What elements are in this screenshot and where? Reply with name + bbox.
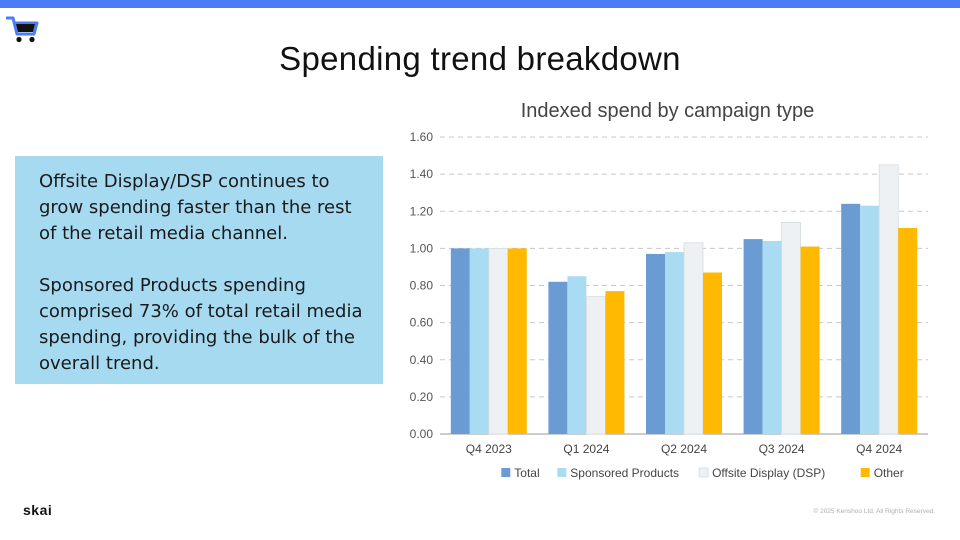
x-tick-label: Q4 2024 — [856, 442, 902, 456]
bar-offsite-display-dsp-q1-2024 — [585, 296, 606, 435]
y-tick-label: 1.60 — [410, 130, 434, 144]
y-tick-label: 1.40 — [410, 167, 434, 181]
insight-callout: Offsite Display/DSP continues to grow sp… — [15, 156, 383, 384]
y-tick-label: 0.00 — [410, 427, 434, 441]
bar-other-q4-2024 — [898, 227, 918, 434]
bar-sponsored-products-q1-2024 — [567, 276, 587, 434]
chart-title: Indexed spend by campaign type — [520, 100, 815, 122]
indexed-spend-bar-chart: 0.00 0.20 0.40 0.60 0.80 1.00 1.20 1.40 1.60 Q4 2… — [410, 130, 928, 480]
skai-logo: skai — [23, 502, 53, 518]
top-accent-bar — [0, 0, 960, 8]
bar-sponsored-products-q4-2024 — [860, 205, 880, 434]
y-tick-label: 0.60 — [410, 316, 434, 330]
copyright-notice: © 2025 Kenshoo Ltd. All Rights Reserved. — [813, 508, 935, 515]
y-tick-label: 1.20 — [410, 204, 434, 218]
bar-other-q1-2024 — [605, 291, 625, 434]
y-tick-label: 1.00 — [410, 241, 434, 255]
bar-total-q3-2024 — [743, 239, 763, 434]
legend-swatch — [698, 467, 709, 478]
legend-swatch — [501, 468, 511, 477]
bar-sponsored-products-q4-2023 — [469, 248, 489, 434]
legend-label: Other — [874, 466, 904, 480]
legend-swatch — [557, 468, 567, 477]
bar-offsite-display-dsp-q2-2024 — [683, 242, 704, 435]
x-tick-label: Q3 2024 — [759, 442, 805, 456]
callout-paragraph-sponsored: Sponsored Products spending comprised 73… — [39, 275, 363, 374]
bar-sponsored-products-q3-2024 — [762, 240, 782, 434]
x-tick-label: Q2 2024 — [661, 442, 707, 456]
bar-offsite-display-dsp-q3-2024 — [781, 221, 802, 435]
callout-paragraph-dsp: Offsite Display/DSP continues to grow sp… — [39, 171, 352, 244]
y-tick-label: 0.80 — [410, 279, 434, 293]
bar-offsite-display-dsp-q4-2023 — [488, 247, 509, 435]
shopping-cart-icon — [6, 16, 39, 43]
bar-offsite-display-dsp-q4-2024 — [878, 164, 899, 435]
bar-total-q1-2024 — [548, 281, 568, 434]
bar-total-q4-2024 — [841, 203, 861, 434]
legend-swatch — [860, 468, 870, 477]
slide-title: Spending trend breakdown — [279, 40, 681, 77]
x-tick-label: Q1 2024 — [563, 442, 609, 456]
bar-other-q2-2024 — [703, 272, 722, 434]
bar-other-q3-2024 — [800, 246, 820, 434]
bar-sponsored-products-q2-2024 — [665, 252, 684, 434]
y-tick-label: 0.20 — [410, 390, 434, 404]
bar-other-q4-2023 — [507, 248, 527, 434]
bar-total-q2-2024 — [646, 253, 665, 434]
y-tick-label: 0.40 — [410, 353, 434, 367]
legend-label: Sponsored Products — [570, 466, 679, 480]
x-tick-label: Q4 2023 — [466, 442, 512, 456]
bar-total-q4-2023 — [450, 248, 470, 434]
legend-label: Total — [514, 466, 539, 480]
legend-label: Offsite Display (DSP) — [712, 466, 825, 480]
